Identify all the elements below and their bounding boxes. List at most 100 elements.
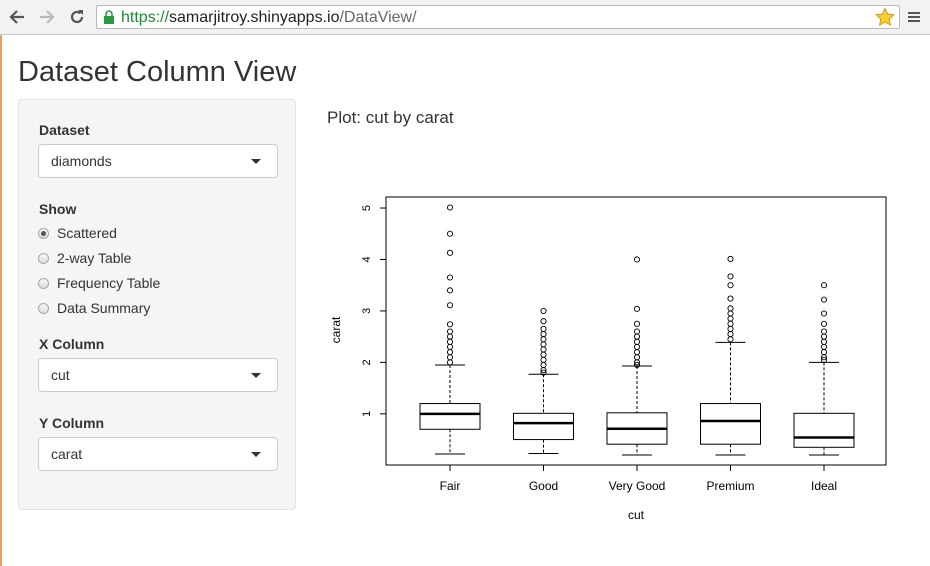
box-good: [513, 307, 574, 454]
radio-data-summary[interactable]: Data Summary: [38, 299, 150, 317]
outlier-point: [446, 302, 454, 309]
radio-scattered[interactable]: Scattered: [38, 224, 117, 242]
outlier-point: [540, 336, 547, 343]
url-text: https://samarjitroy.shinyapps.io/DataVie…: [121, 9, 417, 27]
outlier-point: [446, 249, 454, 256]
iqr-box: [513, 412, 574, 441]
url-path: /DataView/: [339, 9, 417, 26]
address-bar[interactable]: https://samarjitroy.shinyapps.io/DataVie…: [96, 5, 900, 29]
x-tick-label: Good: [529, 479, 558, 493]
outlier-point: [727, 325, 734, 332]
outlier-point: [727, 305, 734, 312]
lock-icon: [104, 10, 114, 24]
browser-menu-button[interactable]: [903, 6, 925, 28]
outlier-point: [820, 296, 828, 303]
outlier-point: [727, 336, 734, 343]
radio-button[interactable]: [38, 277, 49, 289]
outlier-point: [540, 367, 547, 374]
outlier-point: [446, 287, 454, 294]
x-column-select-value: cut: [51, 367, 70, 383]
radio-button[interactable]: [38, 302, 49, 314]
outlier-point: [540, 318, 547, 325]
y-tick-label: 4: [361, 256, 373, 262]
outlier-point: [633, 349, 641, 356]
outlier-point: [820, 343, 828, 351]
outlier-point: [633, 328, 641, 335]
x-tick-label: Premium: [706, 479, 754, 493]
box-very-good: [606, 256, 668, 456]
outlier-point: [727, 255, 734, 263]
outlier-point: [727, 310, 734, 317]
outlier-point: [446, 328, 454, 335]
chevron-down-icon: [251, 373, 261, 378]
outlier-point: [633, 338, 641, 345]
x-column-select[interactable]: cut: [38, 358, 278, 392]
radio-button-selected[interactable]: [38, 227, 49, 239]
outlier-point: [820, 349, 828, 356]
outlier-point: [540, 346, 547, 353]
star-icon: [875, 7, 895, 26]
outlier-point: [820, 338, 828, 345]
back-arrow-icon: [9, 10, 24, 24]
y-axis: 1 2 3 4 5: [361, 205, 387, 417]
outlier-point: [540, 361, 547, 369]
hamburger-menu-icon: [908, 12, 920, 22]
dataset-select-value: diamonds: [51, 153, 112, 169]
y-column-select[interactable]: carat: [38, 437, 278, 471]
outlier-point: [633, 320, 641, 327]
y-tick-label: 3: [361, 308, 373, 314]
chevron-down-icon: [251, 452, 261, 457]
outlier-point: [727, 273, 734, 280]
forward-button[interactable]: [36, 6, 58, 28]
outlier-point: [446, 230, 454, 237]
outlier-point: [633, 343, 641, 351]
x-tick-label: Ideal: [811, 479, 837, 493]
outlier-point: [820, 354, 828, 361]
x-axis-label: cut: [628, 508, 645, 522]
reload-icon: [70, 10, 84, 24]
outlier-point: [820, 356, 828, 363]
iqr-box: [793, 412, 855, 448]
outlier-point: [727, 320, 734, 327]
y-column-select-value: carat: [51, 446, 83, 462]
chevron-down-icon: [251, 159, 261, 164]
outlier-point: [820, 328, 828, 335]
outlier-point: [446, 333, 454, 340]
browser-toolbar: https://samarjitroy.shinyapps.io/DataVie…: [0, 0, 930, 35]
outlier-point: [446, 274, 454, 281]
outlier-point: [820, 333, 828, 340]
outlier-point: [540, 356, 547, 363]
sidebar-panel: Dataset diamonds Show Scattered 2-way Ta…: [18, 99, 296, 510]
radio-2-way-table[interactable]: 2-way Table: [38, 249, 131, 267]
radio-label: Scattered: [57, 225, 117, 241]
boxplot-chart: carat cut 1 2 3 4 5 Fair Good Very Good Premium…: [329, 196, 887, 522]
outlier-point: [540, 369, 547, 376]
back-button[interactable]: [6, 6, 28, 28]
outlier-point: [540, 341, 547, 348]
outlier-point: [820, 282, 828, 289]
window-edge: [0, 35, 2, 566]
outlier-point: [540, 325, 547, 332]
iqr-box: [419, 403, 481, 430]
forward-arrow-icon: [40, 10, 55, 24]
outlier-point: [540, 307, 547, 314]
y-tick-label: 1: [361, 411, 373, 417]
boxes: [419, 204, 855, 456]
box-premium: [700, 255, 761, 456]
dataset-select[interactable]: diamonds: [38, 144, 278, 178]
x-tick-label: Very Good: [609, 479, 666, 493]
outlier-point: [633, 256, 641, 263]
y-tick-label: 2: [361, 359, 373, 365]
outlier-point: [633, 354, 641, 361]
radio-frequency-table[interactable]: Frequency Table: [38, 274, 160, 292]
box-ideal: [793, 282, 855, 456]
outlier-point: [727, 315, 734, 322]
outlier-point: [446, 359, 454, 366]
radio-button[interactable]: [38, 252, 49, 264]
outlier-point: [633, 305, 641, 312]
x-axis: Fair Good Very Good Premium Ideal: [440, 465, 837, 493]
reload-button[interactable]: [66, 6, 88, 28]
bookmark-star-button[interactable]: [874, 6, 896, 28]
outlier-point: [727, 295, 734, 302]
y-column-label: Y Column: [39, 415, 105, 431]
